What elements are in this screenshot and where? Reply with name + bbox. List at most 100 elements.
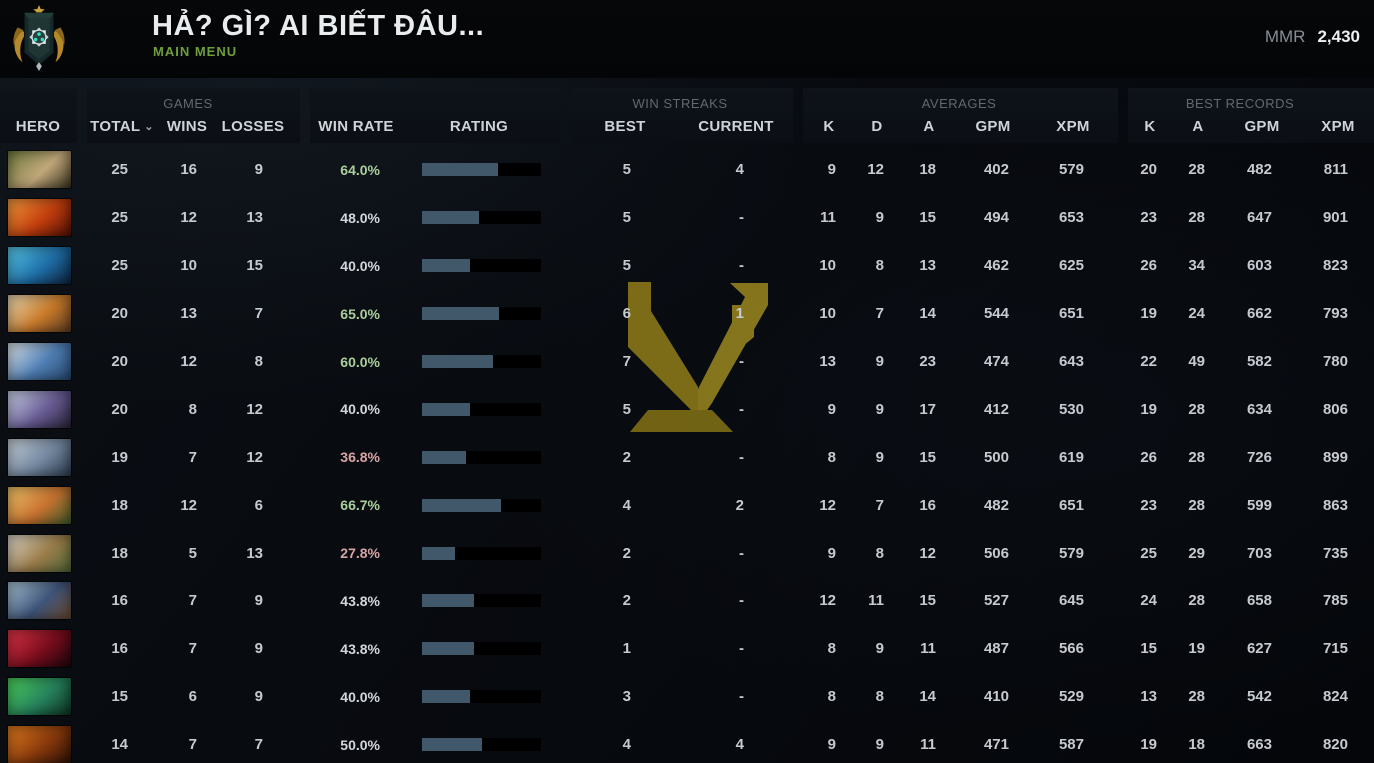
avg-kills-cell: 8 [827,448,836,466]
win-rate-cell: 40.0% [340,401,380,418]
col-header-rec-gpm[interactable]: GPM [1244,118,1280,135]
rating-bar [422,690,541,704]
col-header-avg-a[interactable]: A [923,118,935,135]
table-row[interactable]: 14 7 7 50.0% 4 4 9 9 11 471 587 19 18 66… [0,721,1374,763]
wins-cell: 7 [188,640,197,658]
col-header-win-rate[interactable]: WIN RATE [318,118,394,135]
table-row[interactable]: 20 13 7 65.0% 6 1 10 7 14 544 651 19 24 … [0,290,1374,338]
table-row[interactable]: 20 8 12 40.0% 5 - 9 9 17 412 530 19 28 6… [0,385,1374,433]
record-xpm-cell: 780 [1322,353,1348,370]
hero-portrait-mirana [8,390,71,428]
avg-gpm-cell: 402 [983,161,1009,179]
avg-kills-cell: 8 [827,688,836,706]
col-header-avg-d[interactable]: D [871,118,883,135]
record-gpm-cell: 482 [1246,161,1272,179]
avg-assists-cell: 15 [919,592,936,610]
col-header-wins[interactable]: WINS [166,118,208,135]
avg-gpm-cell: 487 [983,640,1009,658]
col-header-rating[interactable]: RATING [449,118,509,135]
best-streak-cell: 4 [622,496,631,514]
record-xpm-cell: 824 [1322,688,1348,706]
losses-cell: 12 [246,448,263,466]
total-cell: 20 [111,400,128,418]
col-header-losses[interactable]: LOSSES [221,118,285,135]
record-assists-cell: 34 [1188,257,1205,275]
col-header-avg-gpm[interactable]: GPM [975,118,1011,135]
table-row[interactable]: 18 5 13 27.8% 2 - 9 8 12 506 579 25 29 7… [0,529,1374,577]
rating-bar [422,259,541,273]
current-streak-cell: - [739,448,744,466]
rating-bar-fill [422,163,499,177]
table-row[interactable]: 19 7 12 36.8% 2 - 8 9 15 500 619 26 28 7… [0,433,1374,481]
wins-cell: 12 [180,496,197,514]
record-xpm-cell: 806 [1322,400,1348,418]
avg-kills-cell: 10 [819,257,836,275]
rating-bar-fill [422,594,475,608]
rating-bar [422,355,541,368]
losses-cell: 9 [254,688,263,706]
avg-kills-cell: 11 [820,209,836,227]
hero-portrait-sniper [8,534,71,572]
table-row[interactable]: 25 12 13 48.0% 5 - 11 9 15 494 653 23 28… [0,194,1374,242]
col-header-current[interactable]: CURRENT [698,118,774,135]
col-header-avg-k[interactable]: K [823,118,835,135]
current-streak-cell: - [739,209,744,227]
table-row[interactable]: 16 7 9 43.8% 2 - 12 11 15 527 645 24 28 … [0,577,1374,625]
record-kills-cell: 13 [1140,688,1157,706]
table-row[interactable]: 18 12 6 66.7% 4 2 12 7 16 482 651 23 28 … [0,481,1374,529]
record-gpm-cell: 627 [1246,640,1272,658]
rating-bar-fill [422,402,470,416]
record-xpm-cell: 785 [1322,592,1348,610]
total-cell: 25 [111,209,128,227]
record-assists-cell: 28 [1188,400,1205,418]
col-header-best[interactable]: BEST [604,118,646,135]
wins-cell: 7 [188,736,197,754]
total-cell: 20 [111,305,128,323]
rating-bar-fill [422,690,470,704]
table-row[interactable]: 16 7 9 43.8% 1 - 8 9 11 487 566 15 19 62… [0,625,1374,673]
avg-xpm-cell: 587 [1058,736,1084,754]
avg-xpm-cell: 529 [1058,688,1084,706]
best-streak-cell: 5 [622,400,631,418]
col-header-rec-k[interactable]: K [1144,118,1156,135]
table-row[interactable]: 15 6 9 40.0% 3 - 8 8 14 410 529 13 28 54… [0,673,1374,721]
col-header-hero[interactable]: HERO [15,118,61,135]
avg-assists-cell: 11 [920,640,936,658]
rating-bar-fill [422,450,466,464]
rating-bar-fill [422,546,456,560]
avg-gpm-cell: 471 [983,736,1009,754]
col-header-avg-xpm[interactable]: XPM [1056,118,1090,135]
current-streak-cell: 4 [735,161,744,179]
table-row[interactable]: 25 16 9 64.0% 5 4 9 12 18 402 579 20 28 … [0,146,1374,194]
col-header-total[interactable]: TOTAL ⌄ [90,118,154,135]
avg-gpm-cell: 506 [983,544,1009,562]
losses-cell: 9 [254,640,263,658]
losses-cell: 6 [254,496,263,514]
record-kills-cell: 24 [1140,592,1157,610]
col-header-rec-a[interactable]: A [1192,118,1204,135]
avg-deaths-cell: 9 [875,353,884,370]
avg-kills-cell: 9 [827,544,836,562]
avg-deaths-cell: 9 [875,640,884,658]
losses-cell: 8 [254,353,263,370]
rating-bar-fill [422,642,475,656]
main-menu-button[interactable]: MAIN MENU [153,44,238,59]
rank-badge-icon[interactable] [8,3,70,75]
avg-xpm-cell: 566 [1058,640,1084,658]
current-streak-cell: - [739,353,744,370]
header-panel-averages: AVERAGES K D A GPM XPM [803,88,1118,143]
table-row[interactable]: 20 12 8 60.0% 7 - 13 9 23 474 643 22 49 … [0,338,1374,386]
group-label-games: GAMES [163,96,213,111]
rating-bar [422,450,541,464]
current-streak-cell: - [739,544,744,562]
col-header-rec-xpm[interactable]: XPM [1321,118,1355,135]
avg-xpm-cell: 619 [1058,448,1084,466]
best-streak-cell: 6 [622,305,631,323]
avg-assists-cell: 23 [919,353,936,370]
table-row[interactable]: 25 10 15 40.0% 5 - 10 8 13 462 625 26 34… [0,242,1374,290]
record-kills-cell: 22 [1140,353,1157,370]
record-assists-cell: 28 [1188,496,1205,514]
avg-xpm-cell: 643 [1058,353,1084,370]
hero-portrait-pugna [8,678,71,716]
record-kills-cell: 19 [1140,305,1157,323]
